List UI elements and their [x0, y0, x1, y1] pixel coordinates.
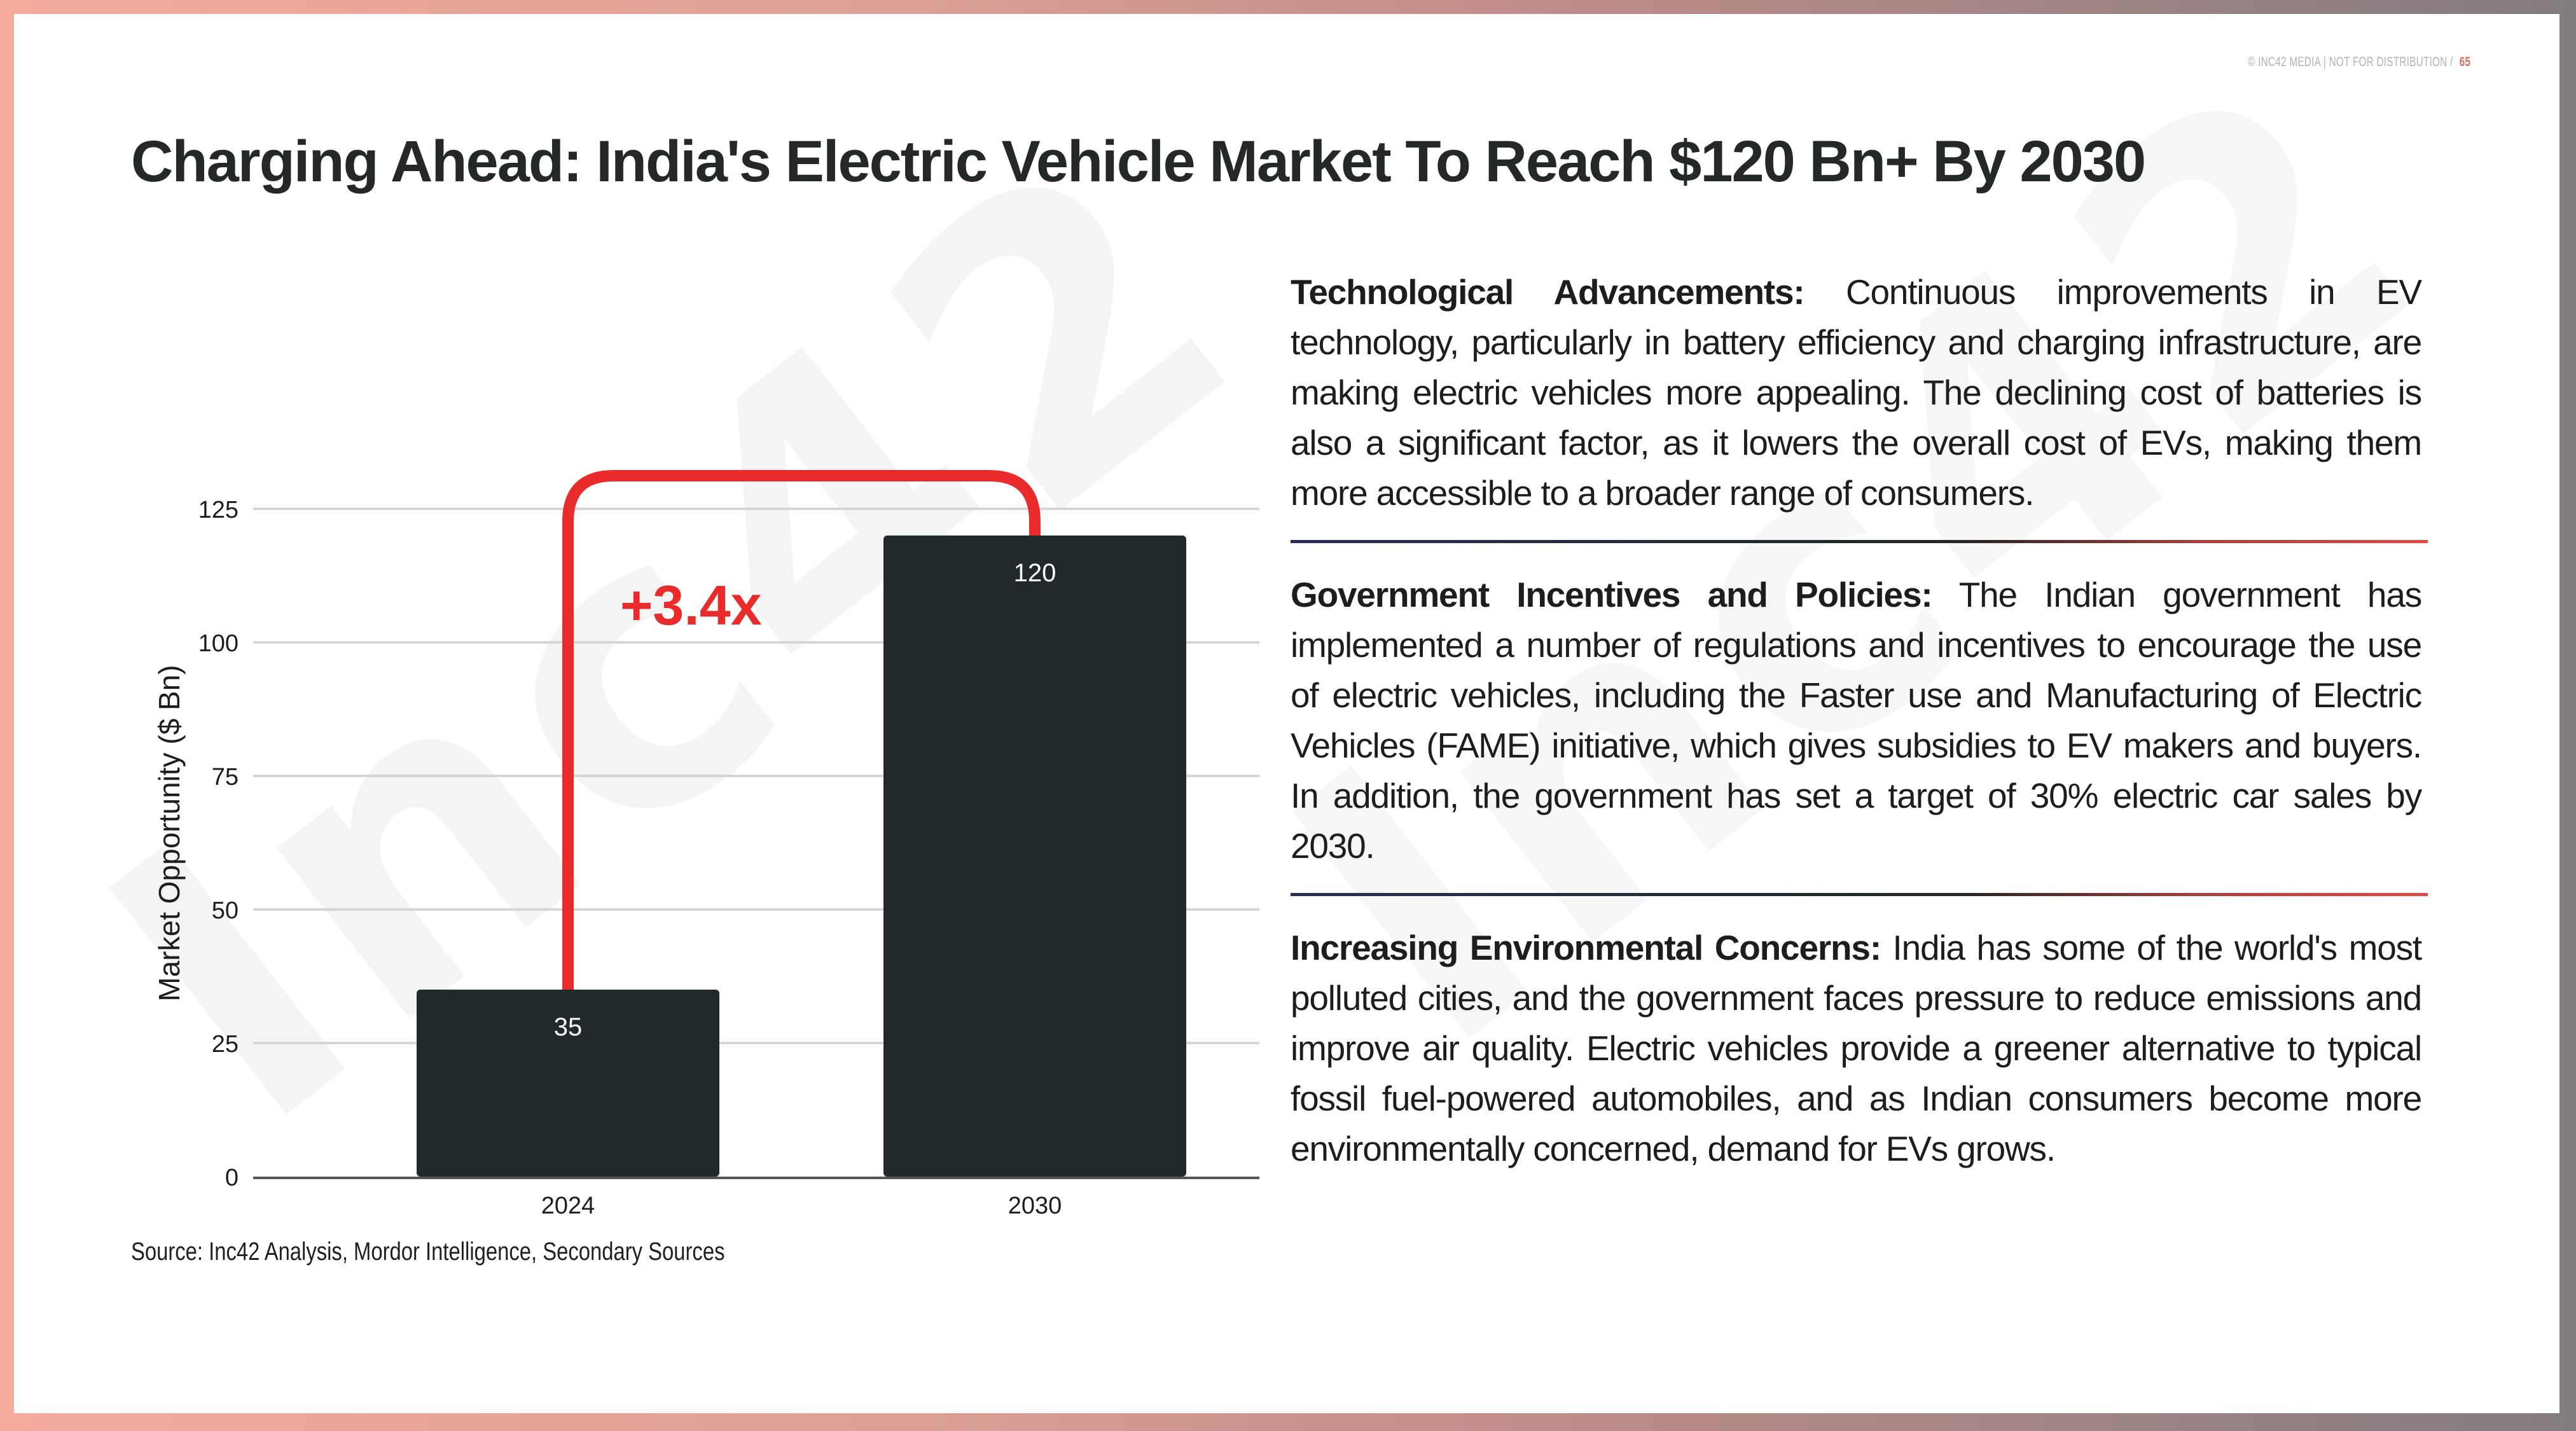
insights-column: Technological Advancements: Continuous i…: [1291, 267, 2428, 1174]
bars: [417, 536, 1186, 1177]
section-environment: Increasing Environmental Concerns: India…: [1291, 923, 2422, 1174]
section-body: The Indian government has implemented a …: [1291, 575, 2422, 866]
page-title: Charging Ahead: India's Electric Vehicle…: [131, 129, 2146, 194]
y-tick-label: 50: [212, 897, 239, 924]
section-body: Continuous improvements in EV technology…: [1291, 272, 2422, 513]
section-technology: Technological Advancements: Continuous i…: [1291, 267, 2422, 518]
x-tick-label: 2024: [541, 1192, 595, 1219]
divider: [1291, 540, 2428, 543]
slide: Inc42 Inc42: [14, 14, 2559, 1413]
page-number: 65: [2459, 55, 2470, 69]
section-government: Government Incentives and Policies: The …: [1291, 570, 2422, 871]
y-tick-label: 100: [198, 630, 239, 657]
y-tick-label: 0: [225, 1165, 239, 1191]
copyright-note: © INC42 MEDIA | NOT FOR DISTRIBUTION / 65: [2248, 55, 2470, 70]
bar-2030: [883, 536, 1186, 1177]
bar-value-label: 35: [554, 1013, 583, 1041]
copyright-text: © INC42 MEDIA | NOT FOR DISTRIBUTION /: [2247, 55, 2453, 69]
y-tick-label: 125: [198, 497, 239, 523]
growth-bracket-line: [562, 470, 1041, 990]
growth-annotation: +3.4x: [562, 470, 1041, 990]
y-tick-label: 25: [212, 1031, 239, 1058]
axis-labels: 0 25 50 75 100 125 35 2024 120 2030 Market Opportu…: [153, 497, 1062, 1219]
source-note: Source: Inc42 Analysis, Mordor Intellige…: [131, 1238, 725, 1266]
section-heading: Increasing Environmental Concerns:: [1291, 928, 1881, 967]
growth-multiplier-label: +3.4x: [620, 574, 762, 637]
bar-value-label: 120: [1014, 559, 1056, 587]
y-tick-label: 75: [212, 764, 239, 791]
x-tick-label: 2030: [1008, 1192, 1062, 1219]
bar-chart: +3.4x 0 25 50 75 100 125 35 2024 120 2030 Market O…: [153, 470, 1259, 1219]
section-heading: Government Incentives and Policies:: [1291, 575, 1933, 614]
divider: [1291, 893, 2428, 896]
y-axis-title: Market Opportunity ($ Bn): [153, 665, 186, 1001]
bar-2024: [417, 990, 719, 1177]
section-heading: Technological Advancements:: [1291, 272, 1805, 312]
section-body: India has some of the world's most pollu…: [1291, 928, 2422, 1168]
